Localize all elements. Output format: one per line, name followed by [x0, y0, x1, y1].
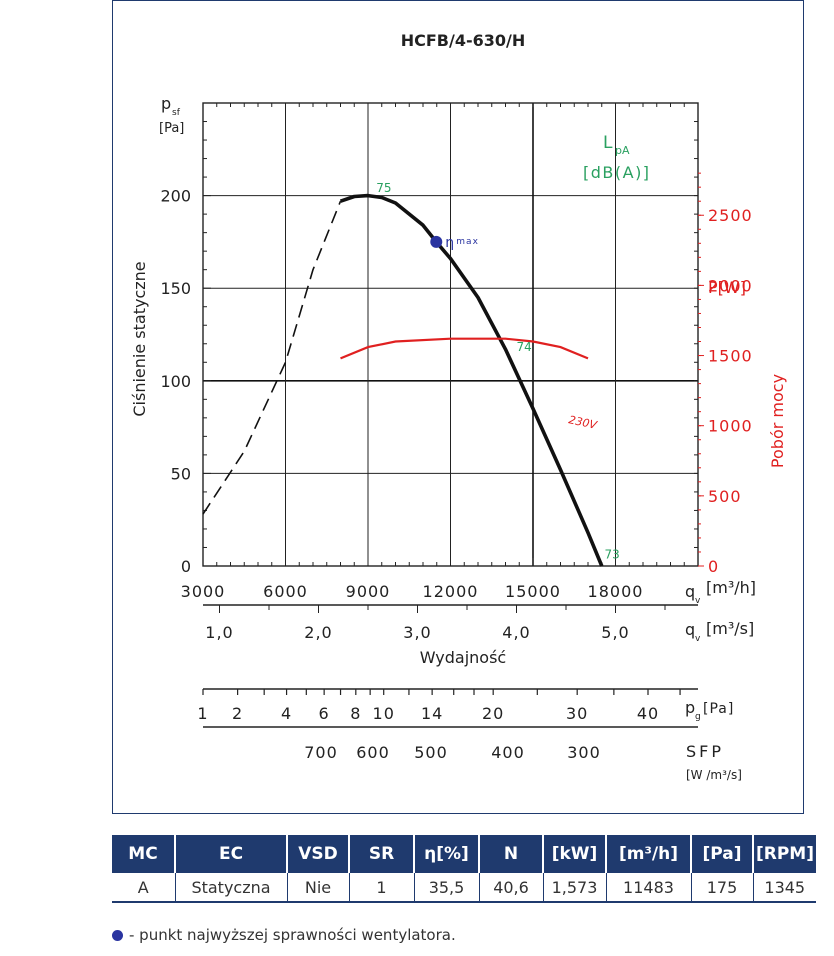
cell-vsd: Nie — [287, 873, 350, 903]
y-tick-label: 50 — [171, 464, 191, 483]
cell-ec: Statyczna — [175, 873, 288, 903]
sfp-tick-label: 600 — [356, 743, 390, 762]
y2-tick-label: 0 — [708, 557, 719, 576]
y-unit-label: [Pa] — [159, 121, 184, 136]
cell-sr: 1 — [349, 873, 415, 903]
plot-frame — [202, 102, 699, 567]
x-tick-label-m3s: 3,0 — [403, 623, 431, 642]
x-symbol-sub-m3h: v — [695, 596, 701, 606]
x-tick-label-m3h: 6000 — [263, 582, 308, 601]
y-axis-label: Ciśnienie statyczne — [130, 261, 149, 416]
x-unit-m3s: [m³/s] — [706, 619, 754, 638]
x-symbol-m3h: q — [685, 582, 695, 601]
y-tick-label: 0 — [181, 557, 191, 576]
cell-rpm: 1345 — [753, 873, 816, 903]
y2-axis-label: Pobór mocy — [768, 374, 787, 468]
pg-unit: [Pa] — [703, 701, 734, 717]
header-mc: MC — [112, 835, 176, 873]
pg-tick-label: 10 — [373, 704, 395, 723]
x-tick-label-m3h: 15000 — [505, 582, 561, 601]
sfp-unit: [W /m³/s] — [686, 768, 742, 782]
footnote: - punkt najwyższej sprawności wentylator… — [112, 926, 456, 944]
header-ec: EC — [175, 835, 288, 873]
pg-tick-label: 4 — [281, 704, 292, 723]
y2-tick-label: 2500 — [708, 206, 753, 225]
cell-mc: A — [112, 873, 176, 903]
pg-symbol-sub: g — [695, 712, 701, 722]
power-curve-230v — [340, 337, 589, 360]
x-tick-label-m3s: 4,0 — [502, 623, 530, 642]
sfp-tick-label: 700 — [304, 743, 338, 762]
x-tick-label-m3h: 3000 — [181, 582, 226, 601]
cell-pressure: 175 — [691, 873, 754, 903]
pg-tick-label: 2 — [232, 704, 243, 723]
sfp-label: SFP — [686, 742, 724, 761]
y2-tick-label: 1500 — [708, 347, 753, 366]
x-tick-label-m3s: 1,0 — [205, 623, 233, 642]
lpa-label: L — [603, 133, 613, 153]
y-tick-label: 200 — [160, 187, 191, 206]
x-symbol-m3s: q — [685, 620, 695, 639]
y2-tick-label: 1000 — [708, 417, 753, 436]
y-symbol-label: p — [161, 94, 171, 113]
x-symbol-sub-m3s: v — [695, 634, 701, 644]
header-sr: SR — [349, 835, 415, 873]
x-tick-label-m3s: 2,0 — [304, 623, 332, 642]
pg-symbol: p — [685, 698, 695, 717]
x-tick-label-m3h: 12000 — [423, 582, 479, 601]
header-efficiency: η[%] — [414, 835, 480, 873]
efficiency-point-sub: max — [456, 237, 479, 247]
table-header-row: MC EC VSD SR η[%] N [kW] [m³/h] [Pa] [RP… — [112, 835, 816, 873]
footnote-text: - punkt najwyższej sprawności wentylator… — [129, 926, 456, 944]
pg-tick-label: 14 — [421, 704, 443, 723]
y2-unit-label: P[W] — [708, 278, 746, 297]
lpa-unit: [dB(A)] — [583, 163, 651, 182]
noise-level-label: 73 — [605, 548, 620, 562]
y2-tick-label: 2000 — [708, 276, 753, 295]
y-tick-label: 150 — [160, 279, 191, 298]
noise-level-label: 75 — [376, 181, 391, 195]
pg-tick-label: 30 — [566, 704, 588, 723]
pressure-curve — [339, 193, 604, 567]
x-tick-label-m3s: 5,0 — [601, 623, 629, 642]
chart-frame: HCFB/4-630/H 0 50 100 150 200 3000 6000 9000 1200… — [112, 0, 804, 814]
y2-tick-label: 500 — [708, 487, 742, 506]
header-flow: [m³/h] — [606, 835, 692, 873]
header-kw: [kW] — [543, 835, 607, 873]
voltage-label: 230V — [567, 413, 599, 432]
x-tick-label-m3h: 18000 — [588, 582, 644, 601]
y-tick-label: 100 — [160, 372, 191, 391]
efficiency-point — [430, 235, 443, 248]
pg-tick-label: 6 — [319, 704, 330, 723]
header-n: N — [479, 835, 544, 873]
spec-table: MC EC VSD SR η[%] N [kW] [m³/h] [Pa] [RP… — [112, 835, 816, 903]
pg-tick-label: 1 — [197, 704, 208, 723]
header-vsd: VSD — [287, 835, 350, 873]
x-unit-m3h: [m³/h] — [706, 578, 756, 597]
x-axis-label: Wydajność — [420, 648, 506, 667]
pg-tick-label: 8 — [350, 704, 361, 723]
cell-flow: 11483 — [606, 873, 692, 903]
table-row: A Statyczna Nie 1 35,5 40,6 1,573 11483 … — [112, 873, 816, 903]
cell-n: 40,6 — [479, 873, 544, 903]
sfp-tick-label: 500 — [414, 743, 448, 762]
pressure-curve-dashed — [202, 200, 342, 515]
header-rpm: [RPM] — [753, 835, 816, 873]
pg-tick-label: 20 — [482, 704, 504, 723]
chart-title: HCFB/4-630/H — [401, 31, 526, 50]
noise-level-label: 74 — [517, 340, 532, 354]
sfp-tick-label: 400 — [491, 743, 525, 762]
header-pressure: [Pa] — [691, 835, 754, 873]
cell-kw: 1,573 — [543, 873, 607, 903]
sfp-tick-label: 300 — [567, 743, 601, 762]
pg-tick-label: 40 — [637, 704, 659, 723]
y-symbol-sub: sf — [172, 108, 181, 118]
lpa-sub: pA — [615, 144, 630, 157]
efficiency-point-label: η — [445, 235, 454, 251]
cell-efficiency: 35,5 — [414, 873, 480, 903]
efficiency-point-legend-icon — [112, 929, 123, 941]
x-tick-label-m3h: 9000 — [346, 582, 391, 601]
